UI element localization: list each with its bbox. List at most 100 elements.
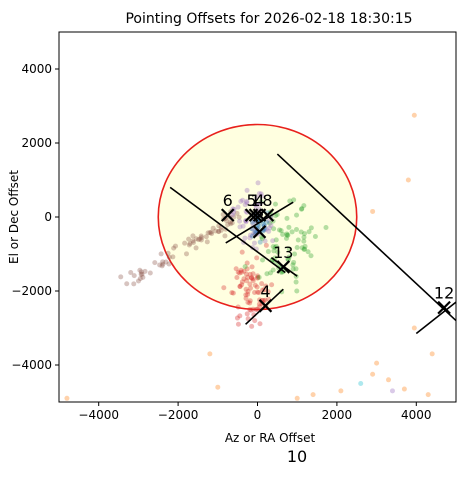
scatter-point <box>138 271 144 277</box>
scatter-point <box>278 228 284 234</box>
scatter-point <box>237 270 243 276</box>
scatter-point <box>198 233 204 239</box>
scatter-point <box>284 215 290 221</box>
scatter-point <box>197 236 203 242</box>
scatter-point <box>227 219 233 225</box>
antenna-label: 4 <box>260 282 270 301</box>
scatter-point <box>260 257 266 263</box>
scatter-point <box>131 273 137 279</box>
scatter-point <box>271 248 277 254</box>
scatter-point <box>231 214 237 220</box>
scatter-point <box>244 266 250 272</box>
scatter-point <box>429 351 435 357</box>
y-axis-label: El or Dec Offset <box>7 170 21 264</box>
scatter-point <box>272 201 278 207</box>
scatter-point <box>243 271 249 277</box>
scatter-point <box>284 231 290 237</box>
antenna-label: 6 <box>223 191 233 210</box>
scatter-point <box>268 270 274 276</box>
scatter-point <box>250 306 256 312</box>
scatter-point <box>411 112 417 118</box>
x-axis-label: Az or RA Offset <box>225 431 316 445</box>
scatter-point <box>302 243 308 249</box>
scatter-point <box>287 198 293 204</box>
scatter-point <box>205 230 211 236</box>
scatter-point <box>299 206 305 212</box>
scatter-point <box>221 285 227 291</box>
scatter-point <box>305 249 311 255</box>
scatter-point <box>235 269 241 275</box>
scatter-point <box>243 286 249 292</box>
antenna-marker <box>252 225 267 239</box>
scatter-point <box>259 281 265 287</box>
antenna-marker <box>258 299 273 313</box>
scatter-point <box>242 235 248 241</box>
scatter-point <box>266 228 272 234</box>
scatter-point <box>204 239 210 245</box>
scatter-point <box>256 289 262 295</box>
scatter-point <box>229 290 235 296</box>
scatter-point <box>190 238 196 244</box>
scatter-point <box>198 237 204 243</box>
scatter-point <box>140 274 146 280</box>
scatter-point <box>248 307 254 313</box>
scatter-point <box>273 237 279 243</box>
scatter-point <box>286 224 292 230</box>
antenna-label: 1 <box>250 191 260 210</box>
scatter-point <box>244 311 250 317</box>
scatter-point <box>128 269 134 275</box>
scatter-point <box>158 251 164 257</box>
antenna-label: 8 <box>262 191 272 210</box>
scatter-point <box>171 245 177 251</box>
scatter-point <box>293 279 299 285</box>
scatter-point <box>259 236 265 242</box>
scatter-point <box>165 250 171 256</box>
scatter-point <box>247 281 253 287</box>
scatter-point <box>252 201 258 207</box>
scatter-point <box>250 276 256 282</box>
antenna-marker <box>437 300 451 315</box>
scatter-point <box>284 232 290 238</box>
scatter-point <box>251 230 257 236</box>
scatter-point <box>254 306 260 312</box>
scatter-point <box>401 386 407 392</box>
scatter-point <box>160 259 166 265</box>
scatter-point <box>152 260 158 266</box>
y-tick-label: 0 <box>44 210 52 224</box>
scatter-point <box>299 245 305 251</box>
scatter-point <box>235 321 241 327</box>
scatter-point <box>64 395 70 401</box>
antenna-label: 4 <box>254 191 264 210</box>
scatter-point <box>213 228 219 234</box>
scatter-point <box>247 300 253 306</box>
scatter-point <box>264 271 270 277</box>
scatter-point <box>250 271 256 277</box>
antenna-marker <box>260 208 275 222</box>
scatter-point <box>294 245 300 251</box>
scatter-point <box>273 243 279 249</box>
scatter-point <box>294 212 300 218</box>
scatter-point <box>234 210 240 216</box>
scatter-point <box>237 224 243 230</box>
y-tick-label: 4000 <box>21 62 52 76</box>
scatter-point <box>199 235 205 241</box>
scatter-point <box>283 235 289 241</box>
scatter-point <box>225 222 231 228</box>
scatter-point <box>247 235 253 241</box>
x-tick-label: −2000 <box>158 408 199 422</box>
scatter-point <box>256 224 262 230</box>
scatter-point <box>294 395 300 401</box>
scatter-point <box>234 274 240 280</box>
scatter-point <box>291 259 297 265</box>
error-line <box>415 301 456 335</box>
scatter-point <box>269 282 275 288</box>
scatter-point <box>275 249 281 255</box>
scatter-point <box>289 229 295 235</box>
y-tick-label: −4000 <box>11 358 52 372</box>
scatter-point <box>263 283 269 289</box>
scatter-point <box>242 202 248 208</box>
y-tick-label: 2000 <box>21 136 52 150</box>
scatter-point <box>196 237 202 243</box>
scatter-point <box>147 270 153 276</box>
scatter-point <box>257 321 263 327</box>
